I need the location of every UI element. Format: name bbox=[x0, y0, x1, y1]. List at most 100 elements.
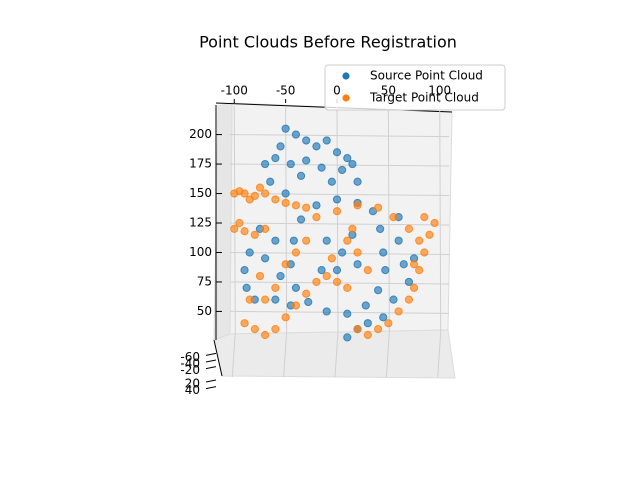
point bbox=[343, 236, 352, 245]
point bbox=[409, 283, 419, 292]
point bbox=[332, 148, 342, 157]
point bbox=[332, 266, 342, 275]
x-grid-floor bbox=[437, 331, 442, 378]
point bbox=[271, 283, 280, 292]
x-grid-floor bbox=[385, 331, 390, 378]
x-tick-label: -50 bbox=[276, 84, 296, 98]
point bbox=[353, 177, 362, 186]
point bbox=[302, 289, 311, 298]
x-tick-label: 100 bbox=[428, 84, 451, 98]
z-tick-label: 175 bbox=[189, 157, 212, 171]
y-tick bbox=[205, 379, 217, 383]
legend-label: Target Point Cloud bbox=[369, 91, 479, 105]
y-tick-label: 20 bbox=[185, 377, 200, 391]
point bbox=[271, 325, 280, 334]
point bbox=[276, 142, 285, 151]
point bbox=[245, 248, 254, 257]
point bbox=[353, 248, 362, 257]
point bbox=[271, 195, 280, 204]
point bbox=[260, 189, 270, 198]
point bbox=[394, 307, 403, 316]
point bbox=[291, 248, 301, 257]
point bbox=[415, 236, 424, 245]
z-tick-label: 200 bbox=[189, 127, 212, 141]
point bbox=[317, 163, 326, 172]
point bbox=[430, 218, 439, 228]
z-grid-line bbox=[229, 222, 450, 226]
point bbox=[373, 286, 383, 295]
point bbox=[304, 297, 313, 307]
point bbox=[260, 295, 270, 304]
point bbox=[353, 201, 362, 210]
point bbox=[312, 201, 321, 210]
point bbox=[317, 266, 326, 275]
point bbox=[338, 248, 347, 257]
y-axis bbox=[213, 339, 223, 377]
point bbox=[266, 177, 275, 186]
point bbox=[363, 319, 372, 328]
point bbox=[281, 260, 290, 269]
point bbox=[255, 183, 265, 192]
point bbox=[376, 224, 385, 233]
x-grid-floor bbox=[231, 331, 236, 378]
point bbox=[281, 124, 290, 133]
point bbox=[389, 213, 398, 222]
y-tick bbox=[205, 386, 217, 390]
point bbox=[240, 266, 249, 275]
point bbox=[242, 283, 251, 292]
point bbox=[250, 230, 259, 239]
point bbox=[332, 277, 342, 287]
point bbox=[381, 266, 390, 275]
point bbox=[281, 313, 290, 322]
point bbox=[373, 325, 383, 334]
point bbox=[271, 154, 280, 163]
point bbox=[312, 142, 321, 151]
y-tick bbox=[205, 352, 217, 356]
point bbox=[363, 330, 372, 340]
point bbox=[250, 325, 259, 334]
point bbox=[312, 213, 321, 222]
point bbox=[286, 159, 295, 169]
y-tick-label: -60 bbox=[180, 350, 200, 364]
point bbox=[420, 248, 429, 257]
x-grid-line bbox=[439, 105, 442, 333]
point bbox=[353, 260, 362, 269]
point bbox=[343, 309, 352, 318]
legend-marker bbox=[342, 72, 350, 80]
point bbox=[348, 159, 357, 169]
point bbox=[260, 159, 270, 169]
y-tick-label: -40 bbox=[180, 357, 200, 371]
point bbox=[338, 165, 347, 175]
point bbox=[255, 271, 265, 281]
point bbox=[302, 156, 311, 165]
point bbox=[260, 330, 270, 340]
point bbox=[343, 283, 352, 292]
point bbox=[289, 236, 298, 245]
point bbox=[240, 227, 249, 236]
x-tick-label: 0 bbox=[333, 84, 341, 98]
z-tick-label: 100 bbox=[189, 245, 212, 259]
y-tick bbox=[205, 359, 217, 363]
z-tick-label: 125 bbox=[189, 216, 212, 230]
point bbox=[322, 236, 331, 245]
point bbox=[379, 248, 388, 257]
point bbox=[394, 236, 403, 245]
point bbox=[379, 313, 388, 322]
point bbox=[281, 198, 290, 208]
z-tick-label: 50 bbox=[197, 304, 212, 318]
point bbox=[322, 307, 331, 316]
point bbox=[343, 154, 352, 163]
point bbox=[327, 254, 336, 263]
x-grid-floor bbox=[283, 331, 288, 378]
point bbox=[322, 271, 331, 281]
point bbox=[348, 224, 357, 233]
point bbox=[389, 295, 398, 304]
point bbox=[425, 230, 434, 239]
point bbox=[327, 177, 336, 186]
point bbox=[245, 195, 254, 204]
point bbox=[291, 283, 301, 292]
point bbox=[420, 213, 429, 222]
point bbox=[296, 171, 306, 180]
point bbox=[332, 207, 342, 216]
legend-marker bbox=[342, 94, 350, 102]
